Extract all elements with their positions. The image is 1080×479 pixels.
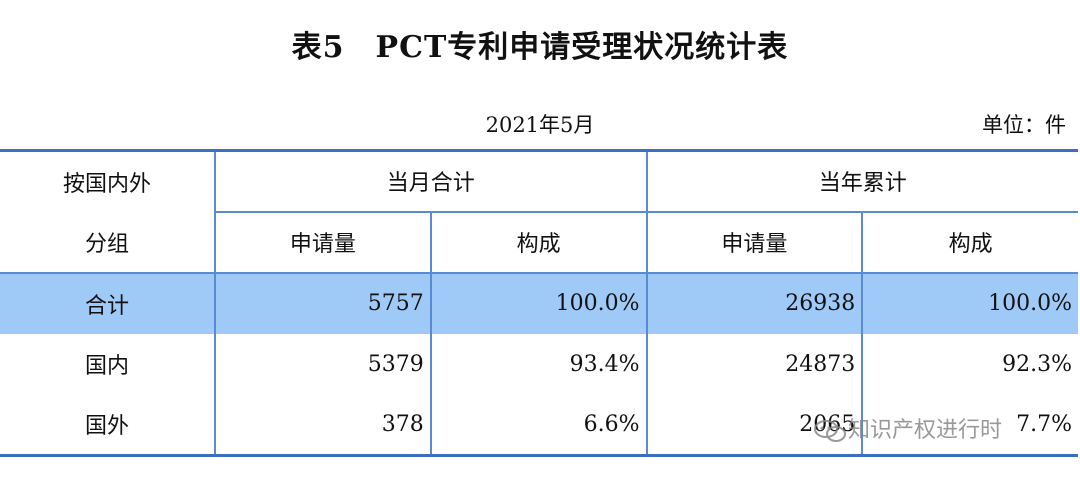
month-composition: 100.0% <box>429 272 647 334</box>
report-date: 2021年5月 <box>485 113 595 137</box>
year-composition: 92.3% <box>861 333 1079 395</box>
wechat-icon <box>814 420 846 442</box>
row-label: 合计 <box>0 272 215 334</box>
year-composition-header: 构成 <box>861 211 1079 273</box>
row-label: 国外 <box>0 394 215 457</box>
year-applications-header: 申请量 <box>645 211 863 273</box>
month-composition: 6.6% <box>429 394 647 457</box>
month-applications: 378 <box>214 394 431 457</box>
watermark: 知识产权进行时 <box>812 412 1002 444</box>
statistics-table: 按国内外 当月合计 当年累计 分组 申请量 构成 申请量 构成 合计 5757 … <box>0 149 1079 457</box>
header-row-2: 分组 申请量 构成 申请量 构成 <box>0 211 1079 273</box>
month-applications: 5379 <box>214 333 431 395</box>
table-row: 国外 378 6.6% 2065 7.7% <box>0 394 1079 457</box>
watermark-text: 知识产权进行时 <box>848 418 1003 443</box>
month-total-header: 当月合计 <box>214 149 647 213</box>
table-row: 国内 5379 93.4% 24873 92.3% <box>0 333 1079 395</box>
table-title: 表5 PCT专利申请受理状况统计表 <box>291 30 789 65</box>
group-header-bottom: 分组 <box>84 231 129 257</box>
header-row-1: 按国内外 当月合计 当年累计 <box>0 149 1079 213</box>
year-applications: 24873 <box>645 333 863 395</box>
year-composition: 100.0% <box>861 272 1079 334</box>
table-row: 合计 5757 100.0% 26938 100.0% <box>0 272 1079 334</box>
row-label: 国内 <box>84 354 129 379</box>
month-applications: 5757 <box>214 272 431 334</box>
year-composition: 7.7% <box>861 394 1079 457</box>
year-total-header: 当年累计 <box>645 149 1079 213</box>
month-composition: 93.4% <box>429 333 647 395</box>
unit-label: 单位：件 <box>982 113 1066 137</box>
month-applications-header: 申请量 <box>214 211 431 273</box>
year-applications: 26938 <box>645 272 863 334</box>
month-composition-header: 构成 <box>429 211 647 273</box>
group-header-top: 按国内外 <box>0 149 215 212</box>
year-applications: 2065 <box>645 394 863 457</box>
